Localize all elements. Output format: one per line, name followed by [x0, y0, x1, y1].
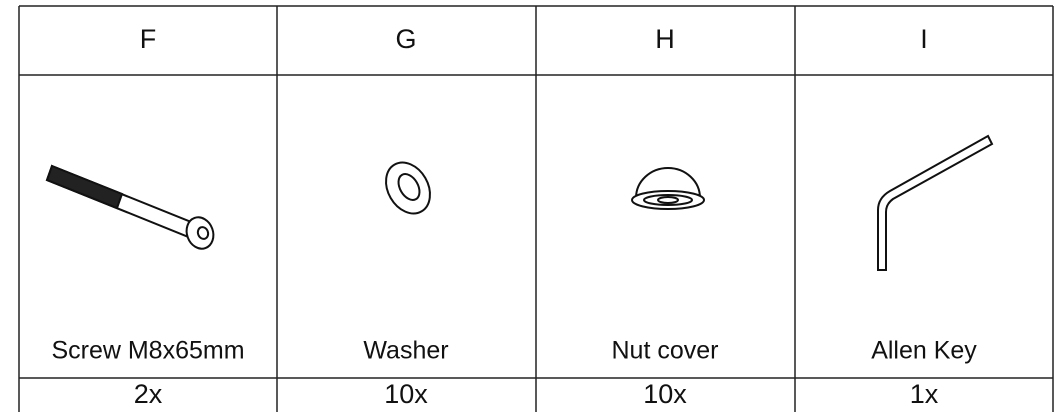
part-name: Nut cover: [612, 337, 719, 365]
allen-key-icon: [877, 134, 994, 271]
column-header: F: [140, 24, 157, 54]
part-name: Washer: [363, 337, 448, 365]
nut-cover-icon: [631, 167, 705, 210]
column-header: G: [395, 24, 416, 54]
part-quantity: 2x: [134, 379, 163, 409]
screw-icon: [45, 164, 215, 250]
part-name: Allen Key: [871, 337, 977, 365]
part-quantity: 10x: [643, 379, 687, 409]
column-header: H: [655, 24, 675, 54]
washer-icon: [385, 161, 431, 215]
part-quantity: 10x: [384, 379, 428, 409]
part-quantity: 1x: [910, 379, 939, 409]
part-name: Screw M8x65mm: [51, 337, 244, 365]
column-header: I: [920, 24, 928, 54]
table-grid: [18, 5, 1054, 412]
